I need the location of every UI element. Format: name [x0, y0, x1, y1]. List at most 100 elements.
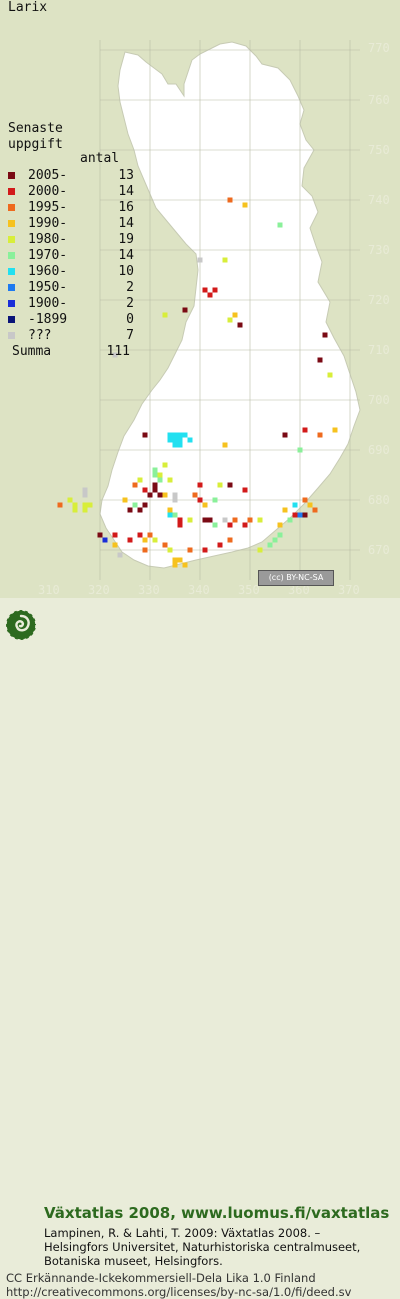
legend-swatch [8, 172, 15, 179]
record-square [207, 292, 213, 298]
legend-summa-label: Summa [12, 344, 52, 359]
record-square [227, 482, 233, 488]
logo-icon [5, 609, 37, 641]
legend-label: -1899 [28, 312, 68, 327]
record-square [152, 467, 158, 473]
legend-row: 1950- 2 [4, 280, 134, 296]
record-square [147, 532, 153, 538]
record-square [257, 547, 263, 553]
legend-swatch [8, 252, 15, 259]
axis-label-east: 370 [338, 583, 360, 597]
footer: Växtatlas 2008, www.luomus.fi/vaxtatlas … [0, 598, 400, 1299]
record-square [182, 562, 188, 568]
record-square [167, 547, 173, 553]
legend-row: 1990- 14 [4, 216, 134, 232]
legend-summa-value: 111 [106, 344, 130, 359]
record-square [167, 512, 173, 518]
record-square [292, 502, 298, 508]
record-square [242, 202, 248, 208]
legend-label: 1970- [28, 248, 68, 263]
record-square [152, 537, 158, 543]
record-square [312, 507, 318, 513]
record-square [167, 432, 173, 438]
finland-land [99, 41, 361, 569]
record-square [202, 547, 208, 553]
record-square [142, 487, 148, 493]
record-square [307, 502, 313, 508]
record-square [157, 492, 163, 498]
record-square [202, 502, 208, 508]
cc-license-badge[interactable]: (cc) BY-NC-SA [258, 570, 334, 586]
record-square [172, 492, 178, 498]
record-square [82, 487, 88, 493]
record-square [187, 437, 193, 443]
record-square [82, 502, 88, 508]
legend-count: 14 [118, 216, 134, 231]
record-square [302, 427, 308, 433]
record-square [182, 432, 188, 438]
axis-label-north: 750 [368, 143, 390, 157]
species-name: Larix [8, 0, 48, 15]
record-square [152, 472, 158, 478]
axis-label-east: 320 [88, 583, 110, 597]
record-square [187, 547, 193, 553]
legend-swatch [8, 332, 15, 339]
record-square [297, 512, 303, 518]
cc-license-url[interactable]: http://creativecommons.org/licenses/by-n… [6, 1285, 352, 1299]
legend-title-line2: uppgift [8, 137, 63, 152]
record-square [87, 502, 93, 508]
legend-row: 1980- 19 [4, 232, 134, 248]
legend-label: 1980- [28, 232, 68, 247]
legend-swatch [8, 316, 15, 323]
citation-line: Helsingfors Universitet, Naturhistoriska… [44, 1240, 361, 1254]
legend-row: -1899 0 [4, 312, 134, 328]
record-square [157, 477, 163, 483]
record-square [282, 507, 288, 513]
legend-label: 1990- [28, 216, 68, 231]
record-square [132, 482, 138, 488]
record-square [172, 562, 178, 568]
record-square [57, 502, 63, 508]
record-square [227, 522, 233, 528]
legend-swatch [8, 300, 15, 307]
legend-count: 10 [118, 264, 134, 279]
legend-swatch [8, 284, 15, 291]
legend-row: 1970- 14 [4, 248, 134, 264]
record-square [277, 522, 283, 528]
legend-title: Senaste uppgift [8, 121, 63, 153]
legend-label: 2000- [28, 184, 68, 199]
record-square [82, 492, 88, 498]
record-square [142, 502, 148, 508]
axis-label-north: 770 [368, 41, 390, 55]
legend-count: 2 [126, 280, 134, 295]
record-square [112, 532, 118, 538]
axis-label-north: 730 [368, 243, 390, 257]
record-square [217, 542, 223, 548]
record-square [142, 537, 148, 543]
record-square [152, 482, 158, 488]
record-square [142, 547, 148, 553]
record-square [172, 557, 178, 563]
legend-swatch [8, 236, 15, 243]
record-square [167, 507, 173, 513]
record-square [297, 447, 303, 453]
axis-label-east: 340 [188, 583, 210, 597]
record-square [212, 287, 218, 293]
record-square [222, 442, 228, 448]
axis-label-north: 670 [368, 543, 390, 557]
record-square [177, 517, 183, 523]
record-square [227, 197, 233, 203]
record-square [147, 492, 153, 498]
record-square [267, 542, 273, 548]
record-square [117, 552, 123, 558]
record-square [112, 542, 118, 548]
atlas-title-link[interactable]: Växtatlas 2008, www.luomus.fi/vaxtatlas [44, 1204, 390, 1222]
record-square [167, 437, 173, 443]
record-square [137, 507, 143, 513]
record-square [277, 532, 283, 538]
axis-label-north: 740 [368, 193, 390, 207]
legend-row: 1995- 16 [4, 200, 134, 216]
record-square [102, 537, 108, 543]
axis-label-north: 680 [368, 493, 390, 507]
record-square [217, 482, 223, 488]
